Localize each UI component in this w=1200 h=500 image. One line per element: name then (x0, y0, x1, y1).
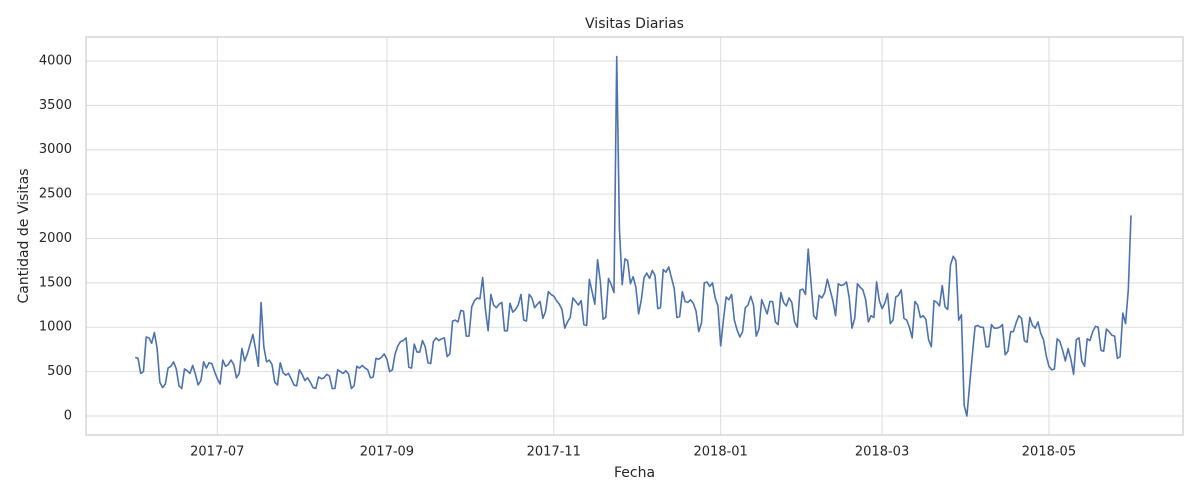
y-tick-label: 1500 (39, 275, 72, 290)
x-tick-label: 2018-01 (694, 445, 748, 460)
y-tick-label: 0 (64, 409, 72, 424)
y-tick-label: 500 (47, 364, 72, 379)
y-tick-label: 3500 (39, 98, 72, 113)
y-tick-label: 1000 (39, 320, 72, 335)
y-tick-label: 4000 (39, 53, 72, 68)
x-tick-label: 2018-03 (855, 445, 909, 460)
x-axis-label: Fecha (614, 465, 655, 481)
x-tick-label: 2017-11 (527, 445, 581, 460)
grid (86, 37, 1183, 435)
y-tick-label: 2500 (39, 187, 72, 202)
plot-frame (85, 36, 1184, 436)
x-tick-label: 2017-07 (190, 445, 244, 460)
y-tick-label: 3000 (39, 142, 72, 157)
x-tick-label: 2018-05 (1022, 445, 1076, 460)
chart-title: Visitas Diarias (585, 16, 684, 32)
y-axis-label: Cantidad de Visitas (16, 168, 32, 303)
x-tick-label: 2017-09 (360, 445, 414, 460)
series-line (134, 55, 1132, 417)
y-tick-label: 2000 (39, 231, 72, 246)
